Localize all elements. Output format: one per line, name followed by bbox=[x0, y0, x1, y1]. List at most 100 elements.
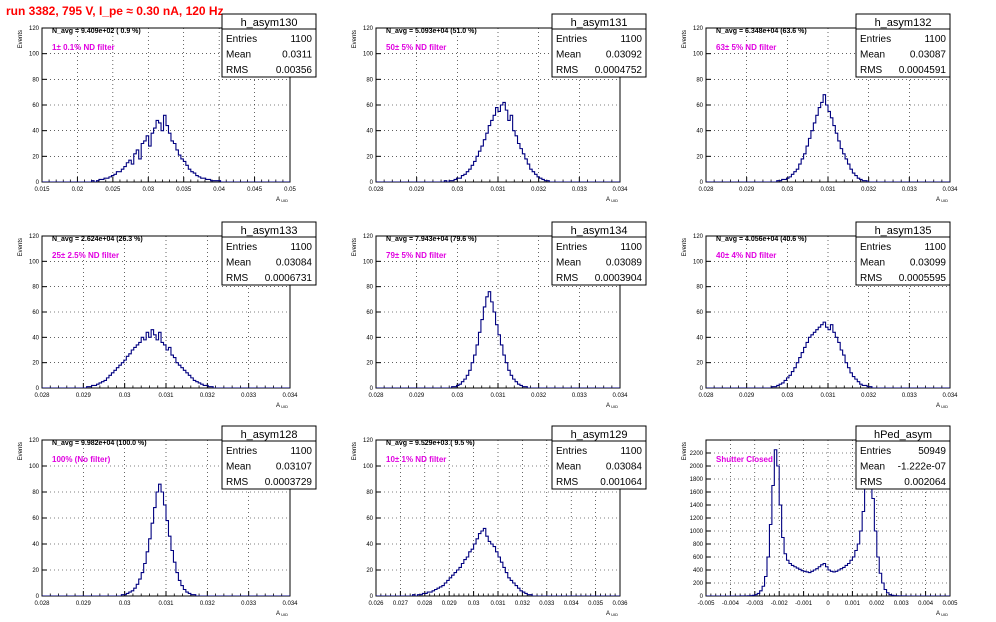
x-tick-label: 0.03 bbox=[468, 601, 480, 607]
x-tick-label: 0.032 bbox=[531, 187, 547, 193]
y-tick-label: 20 bbox=[366, 361, 373, 367]
y-tick-label: 40 bbox=[32, 542, 39, 548]
filter-note: 40± 4% ND filter bbox=[716, 251, 776, 260]
y-tick-label: 0 bbox=[700, 180, 704, 186]
histogram-name: h_asym128 bbox=[241, 429, 298, 441]
y-tick-label: 20 bbox=[366, 154, 373, 160]
stat-value: 1100 bbox=[620, 34, 642, 45]
stat-label: Mean bbox=[860, 462, 885, 473]
n-avg-label: N_avg = 7.943e+04 (79.6 %) bbox=[386, 236, 477, 243]
stat-label: Entries bbox=[556, 34, 587, 45]
y-tick-label: 100 bbox=[693, 259, 704, 265]
histogram-panel-1: 0.015 0.02 0.025 0.03 0.035 0.04 0.045 0.05 0 20 4… bbox=[18, 13, 317, 203]
x-tick-label: 0.029 bbox=[442, 601, 458, 607]
stats-box bbox=[551, 13, 647, 78]
histogram-panel-3: 0.028 0.029 0.03 0.031 0.032 0.033 0.034 0 20 40 6… bbox=[682, 13, 958, 203]
stat-value: 0.03084 bbox=[276, 258, 313, 269]
stats-box bbox=[855, 425, 951, 490]
x-tick-label: 0.034 bbox=[942, 393, 958, 399]
y-tick-label: 120 bbox=[29, 26, 40, 32]
filter-note: 10± 1% ND filter bbox=[386, 455, 446, 464]
x-tick-label: 0.004 bbox=[918, 601, 934, 607]
x-tick-label: 0.034 bbox=[612, 393, 628, 399]
y-tick-label: 2200 bbox=[690, 451, 704, 457]
y-tick-label: 1800 bbox=[690, 477, 704, 483]
y-tick-label: 120 bbox=[693, 234, 704, 240]
stat-label: RMS bbox=[556, 273, 579, 284]
x-tick-label: 0.031 bbox=[158, 601, 174, 607]
stat-label: Entries bbox=[226, 446, 257, 457]
histogram-curve bbox=[42, 483, 290, 596]
x-tick-label: 0.029 bbox=[76, 601, 92, 607]
x-axis-label: A UID bbox=[606, 197, 618, 203]
x-axis-label: A UID bbox=[936, 197, 948, 203]
n-avg-label: N_avg = 5.093e+04 (51.0 %) bbox=[386, 28, 477, 35]
page-title: run 3382, 795 V, I_pe ≈ 0.30 nA, 120 Hz bbox=[6, 4, 224, 18]
stat-value: 1100 bbox=[924, 34, 946, 45]
x-axis-label: A UID bbox=[936, 403, 948, 409]
stat-value: 1100 bbox=[620, 242, 642, 253]
y-tick-label: 60 bbox=[32, 103, 39, 109]
stat-value: 0.00356 bbox=[276, 65, 313, 76]
stat-value: 0.0004591 bbox=[899, 65, 947, 76]
x-tick-label: 0.028 bbox=[698, 393, 714, 399]
stat-value: 0.03099 bbox=[910, 258, 947, 269]
y-tick-label: 1000 bbox=[690, 529, 704, 535]
y-axis-label: Events bbox=[18, 442, 24, 460]
y-tick-label: 120 bbox=[693, 26, 704, 32]
histogram-name: h_asym129 bbox=[571, 429, 628, 441]
histogram-panel-6: 0.028 0.029 0.03 0.031 0.032 0.033 0.034 0 20 40 6… bbox=[682, 221, 958, 409]
stat-value: 1100 bbox=[290, 34, 312, 45]
x-tick-label: 0.035 bbox=[588, 601, 604, 607]
filter-note: 25± 2.5% ND filter bbox=[52, 251, 119, 260]
stat-value: 50949 bbox=[918, 446, 946, 457]
stat-label: Mean bbox=[226, 50, 251, 61]
x-tick-label: 0.033 bbox=[572, 393, 588, 399]
histogram-name: h_asym132 bbox=[875, 17, 932, 29]
x-tick-label: 0.028 bbox=[368, 187, 384, 193]
y-tick-label: 80 bbox=[366, 77, 373, 83]
y-tick-label: 100 bbox=[363, 259, 374, 265]
y-tick-label: 400 bbox=[693, 568, 704, 574]
y-tick-label: 0 bbox=[36, 594, 40, 600]
x-tick-label: 0.034 bbox=[282, 393, 298, 399]
x-tick-label: -0.004 bbox=[722, 601, 740, 607]
y-tick-label: 60 bbox=[366, 103, 373, 109]
y-tick-label: 80 bbox=[32, 490, 39, 496]
x-tick-label: 0.03 bbox=[119, 601, 131, 607]
stats-box bbox=[221, 13, 317, 78]
histogram-name: h_asym134 bbox=[571, 225, 628, 237]
stat-label: Entries bbox=[860, 242, 891, 253]
histogram-name: h_asym130 bbox=[241, 17, 298, 29]
stat-value: 0.0004752 bbox=[595, 65, 643, 76]
histogram-curve bbox=[706, 321, 950, 388]
stat-label: RMS bbox=[226, 477, 249, 488]
histogram-curve bbox=[42, 329, 290, 388]
x-tick-label: 0.031 bbox=[490, 393, 506, 399]
histogram-panel-2: 0.028 0.029 0.03 0.031 0.032 0.033 0.034 0 20 40 6… bbox=[352, 13, 647, 203]
stat-label: RMS bbox=[860, 65, 883, 76]
y-tick-label: 0 bbox=[700, 594, 704, 600]
x-tick-label: 0 bbox=[826, 601, 830, 607]
stats-box bbox=[551, 425, 647, 490]
y-tick-label: 120 bbox=[363, 438, 374, 444]
y-axis-label: Events bbox=[18, 238, 24, 256]
y-tick-label: 100 bbox=[363, 52, 374, 58]
x-axis-label: A UID bbox=[276, 197, 288, 203]
x-tick-label: 0.002 bbox=[869, 601, 885, 607]
histogram-curve bbox=[376, 527, 620, 596]
y-tick-label: 40 bbox=[366, 129, 373, 135]
stat-value: 0.0003729 bbox=[265, 477, 313, 488]
y-tick-label: 20 bbox=[366, 568, 373, 574]
filter-note: 100% (No filter) bbox=[52, 455, 111, 464]
y-tick-label: 2000 bbox=[690, 464, 704, 470]
n-avg-label: N_avg = 9.529e+03 ( 9.5 %) bbox=[386, 440, 475, 447]
x-tick-label: 0.029 bbox=[739, 393, 755, 399]
x-tick-label: 0.025 bbox=[105, 187, 121, 193]
y-tick-label: 100 bbox=[363, 464, 374, 470]
y-tick-label: 40 bbox=[32, 129, 39, 135]
stat-value: 1100 bbox=[924, 242, 946, 253]
y-tick-label: 80 bbox=[32, 285, 39, 291]
x-tick-label: 0.045 bbox=[247, 187, 263, 193]
y-tick-label: 60 bbox=[696, 103, 703, 109]
